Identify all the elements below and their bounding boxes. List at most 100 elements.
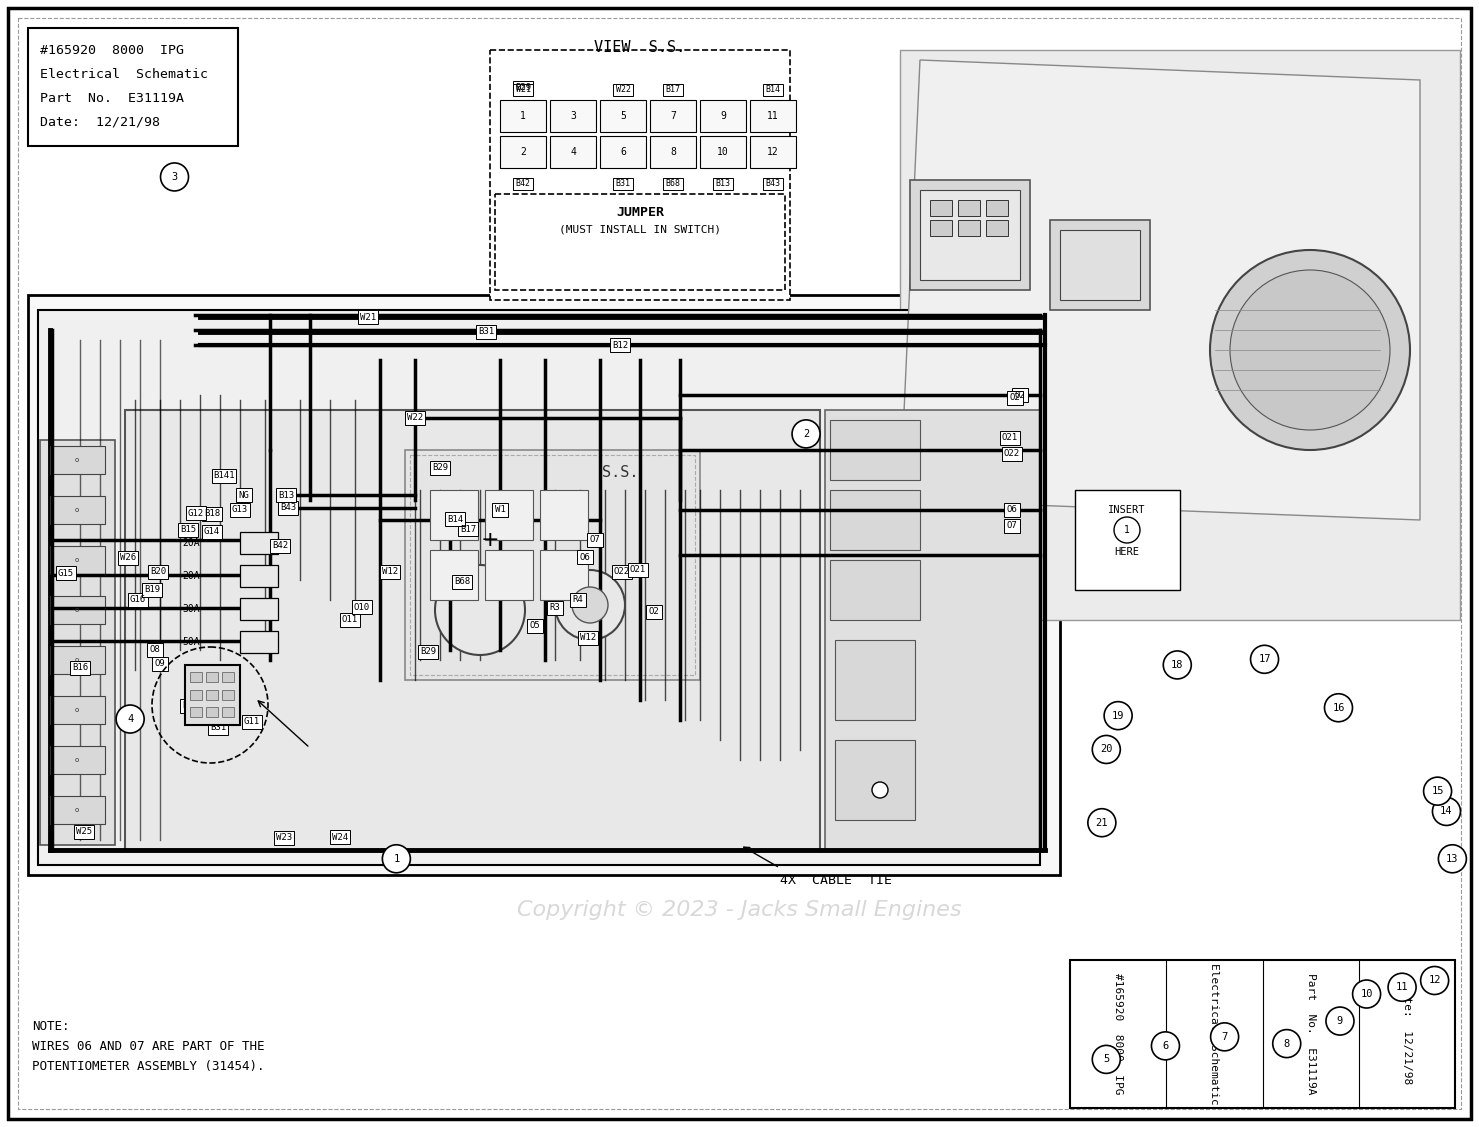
Bar (836, 740, 916, 820)
Circle shape (1089, 809, 1115, 836)
Circle shape (1424, 778, 1451, 805)
Bar (50, 646, 105, 674)
Bar (458, 523, 478, 535)
Text: 50A: 50A (182, 637, 200, 647)
Bar (750, 136, 796, 168)
Bar (126, 410, 819, 850)
Bar (1001, 447, 1022, 461)
Bar (830, 560, 920, 620)
Bar (614, 178, 633, 190)
Bar (649, 100, 697, 132)
Text: POTENTIOMETER ASSEMBLY (31454).: POTENTIOMETER ASSEMBLY (31454). (33, 1061, 265, 1073)
Text: O2: O2 (649, 607, 660, 616)
Text: O10: O10 (353, 603, 370, 612)
Bar (206, 672, 217, 682)
Bar (206, 707, 217, 717)
Text: O2: O2 (1015, 390, 1025, 399)
Bar (146, 644, 163, 657)
Text: 11: 11 (1396, 983, 1408, 992)
Circle shape (435, 565, 525, 655)
Bar (500, 100, 546, 132)
Text: B16: B16 (72, 664, 89, 673)
Text: 9: 9 (1337, 1017, 1343, 1026)
Text: B17: B17 (460, 524, 476, 533)
Text: Date:  12/21/98: Date: 12/21/98 (40, 115, 160, 128)
Text: 17: 17 (1259, 655, 1270, 664)
Text: W25: W25 (75, 827, 92, 836)
Text: 11: 11 (768, 110, 779, 121)
Bar (612, 566, 632, 578)
Bar (185, 665, 240, 725)
Bar (430, 490, 478, 540)
Bar (550, 100, 596, 132)
Bar (485, 550, 532, 600)
Text: W21: W21 (197, 691, 213, 700)
Circle shape (572, 587, 608, 623)
Bar (222, 672, 234, 682)
Bar (986, 199, 1009, 216)
Bar (419, 646, 438, 658)
Bar (129, 594, 148, 606)
Text: HERE: HERE (1115, 547, 1139, 557)
Text: WIRES 06 AND 07 ARE PART OF THE: WIRES 06 AND 07 ARE PART OF THE (33, 1040, 265, 1053)
Text: O11: O11 (342, 615, 358, 624)
Bar (274, 832, 294, 844)
Text: W26: W26 (120, 553, 136, 562)
Bar (540, 490, 589, 540)
Bar (495, 194, 785, 290)
Bar (958, 220, 981, 236)
Bar (240, 565, 278, 587)
Bar (28, 28, 238, 147)
Bar (901, 50, 1460, 620)
Bar (206, 690, 217, 700)
Text: o: o (75, 657, 78, 663)
Bar (50, 796, 105, 824)
Text: O5: O5 (529, 621, 540, 630)
Bar (118, 551, 138, 565)
Bar (600, 136, 646, 168)
Bar (330, 831, 351, 843)
Text: NG: NG (238, 490, 250, 499)
Bar (1000, 432, 1021, 444)
Text: O21: O21 (1001, 434, 1018, 443)
Circle shape (1211, 1023, 1238, 1050)
Text: B31: B31 (478, 328, 494, 337)
Text: G14: G14 (204, 527, 220, 536)
Circle shape (1421, 967, 1448, 994)
Text: B29: B29 (420, 648, 436, 657)
Circle shape (1433, 798, 1460, 825)
Text: Copyright © 2023 - Jacks Small Engines: Copyright © 2023 - Jacks Small Engines (518, 900, 961, 920)
Text: 4: 4 (127, 715, 133, 724)
Text: G15: G15 (58, 568, 74, 577)
Bar (152, 657, 169, 671)
Bar (430, 461, 450, 474)
Text: 6: 6 (620, 147, 626, 157)
Text: O6: O6 (580, 552, 590, 561)
Text: O22: O22 (1004, 450, 1021, 459)
Bar (513, 83, 532, 96)
Bar (186, 506, 206, 520)
Bar (243, 716, 262, 728)
Bar (600, 100, 646, 132)
Bar (50, 746, 105, 774)
Bar (700, 100, 745, 132)
Bar (910, 180, 1029, 290)
Bar (713, 178, 732, 190)
Bar (513, 81, 532, 95)
Text: B29: B29 (515, 83, 531, 92)
Text: 9: 9 (720, 110, 726, 121)
Text: B42: B42 (272, 541, 288, 550)
Text: O9: O9 (155, 659, 166, 668)
Text: 12: 12 (768, 147, 779, 157)
Circle shape (161, 163, 188, 190)
Text: 1: 1 (393, 854, 399, 863)
Circle shape (1164, 651, 1191, 678)
Bar (183, 711, 204, 725)
Bar (430, 550, 478, 600)
Bar (28, 295, 1060, 875)
Text: 2: 2 (521, 147, 527, 157)
Bar (177, 523, 198, 536)
Text: G16: G16 (130, 595, 146, 604)
Text: Part  No.  E31119A: Part No. E31119A (40, 91, 183, 105)
Text: O2: O2 (1010, 393, 1021, 402)
